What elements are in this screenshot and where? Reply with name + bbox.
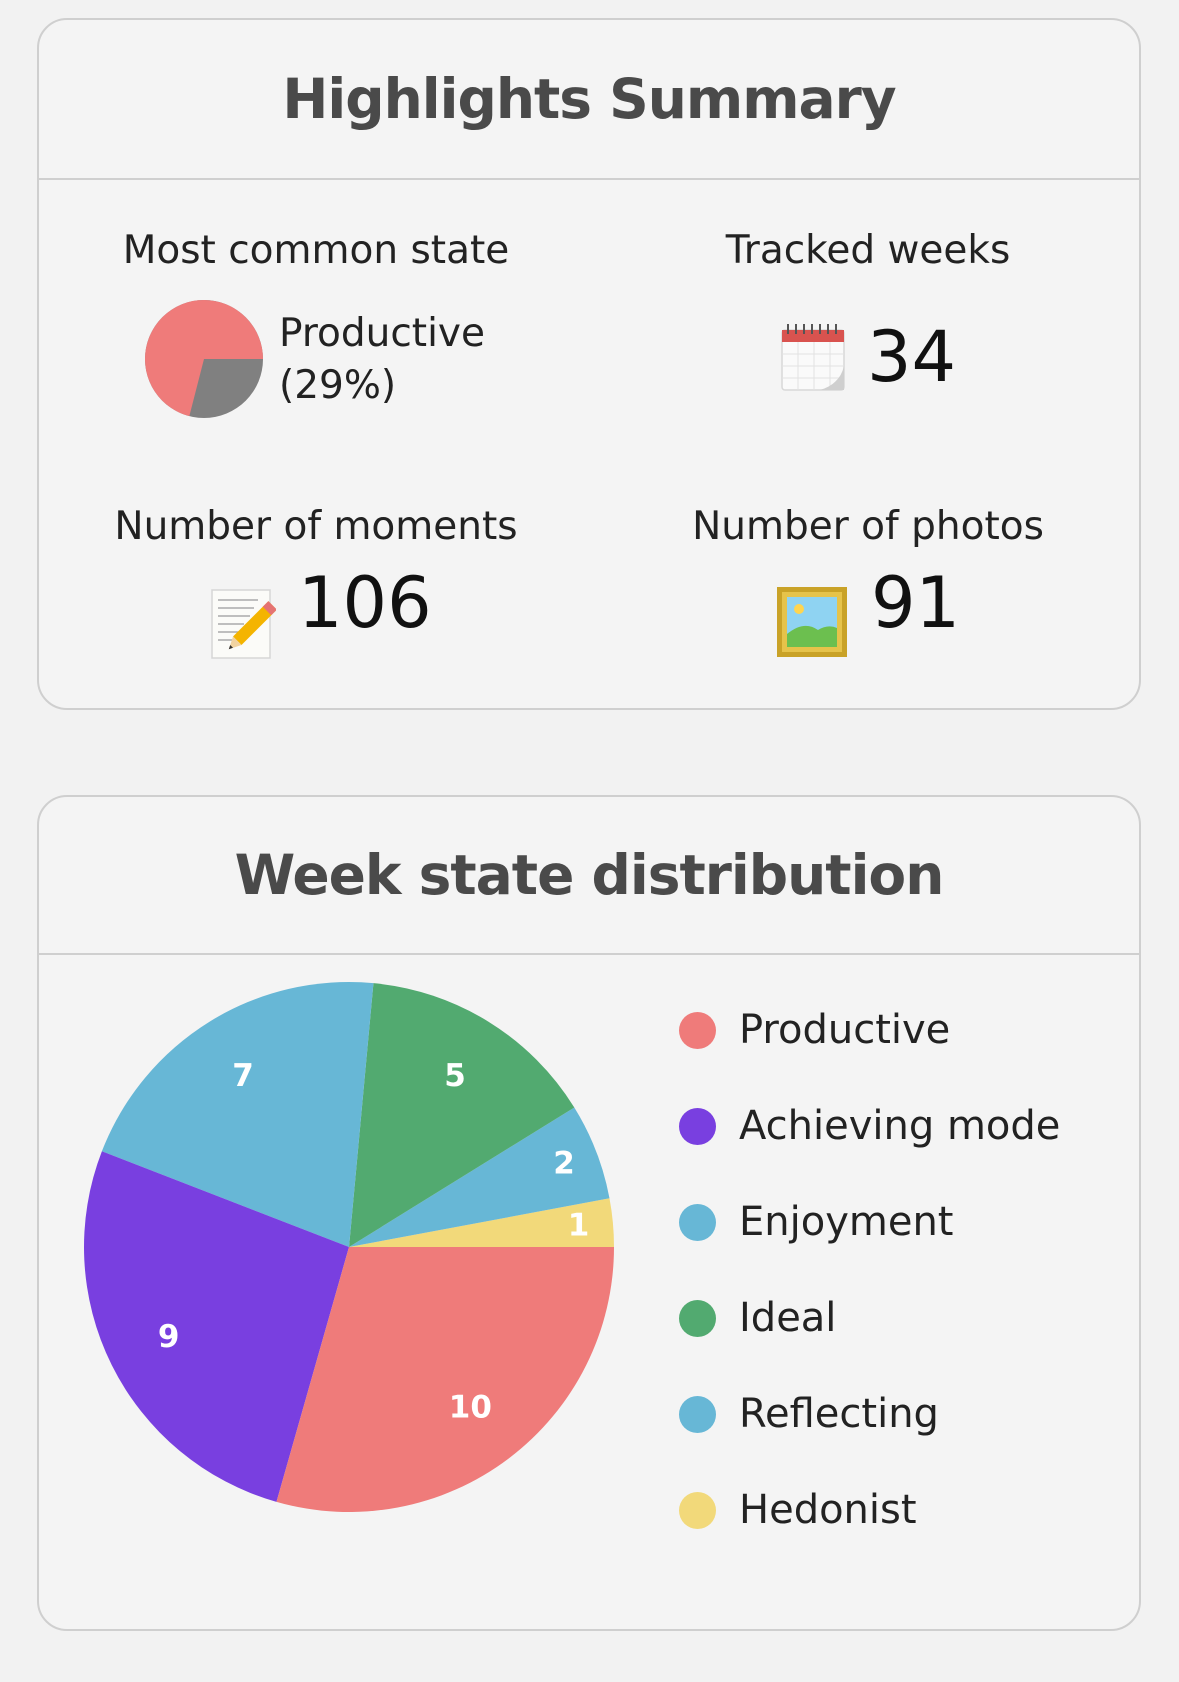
- calendar-icon: [781, 324, 845, 391]
- legend-item-reflecting: Reflecting: [679, 1391, 939, 1437]
- pie-slice-productive: [276, 1247, 614, 1512]
- memo-icon: [211, 589, 276, 659]
- pie-slice-reflecting: [349, 1107, 610, 1247]
- legend-dot: [679, 1011, 716, 1049]
- mini-pie-productive-slice: [145, 300, 263, 417]
- distribution-title: Week state distribution: [234, 843, 945, 907]
- tracked-weeks-value: 34: [867, 316, 957, 398]
- legend-item-ideal: Ideal: [679, 1295, 836, 1341]
- pie-slice-enjoyment: [101, 982, 374, 1247]
- pie-slice-hedonist: [349, 1198, 614, 1247]
- highlights-title: Highlights Summary: [282, 67, 896, 131]
- number-of-moments-label: Number of moments: [114, 504, 518, 549]
- number-of-photos-label: Number of photos: [692, 504, 1044, 549]
- tracked-weeks-label: Tracked weeks: [725, 228, 1011, 273]
- most-common-state-label: Most common state: [122, 228, 510, 273]
- pie-label-achieving-mode: 9: [158, 1319, 180, 1355]
- pie-label-ideal: 5: [444, 1058, 466, 1094]
- pie-label-hedonist: 1: [568, 1208, 590, 1244]
- number-of-photos-value: 91: [871, 562, 961, 644]
- legend-label: Achieving mode: [739, 1103, 1061, 1149]
- legend-label: Productive: [739, 1007, 951, 1053]
- legend-item-productive: Productive: [679, 1007, 950, 1053]
- legend-item-enjoyment: Enjoyment: [679, 1199, 954, 1245]
- pie-slice-ideal: [349, 983, 575, 1247]
- legend-dot: [679, 1299, 716, 1337]
- legend-label: Enjoyment: [739, 1199, 954, 1245]
- legend-dot: [679, 1491, 716, 1529]
- pie-label-productive: 10: [449, 1390, 492, 1426]
- most-common-state-value: Productive(29%): [279, 311, 485, 408]
- week-state-distribution-card: Week state distribution 1 2 5 7 9 10 Producti…: [37, 795, 1141, 1631]
- distribution-header: Week state distribution: [39, 797, 1139, 955]
- number-of-moments-value: 106: [298, 562, 432, 644]
- legend-item-achieving-mode: Achieving mode: [679, 1103, 1060, 1149]
- highlights-header: Highlights Summary: [39, 20, 1139, 180]
- pie-slice-achieving-mode: [83, 1151, 349, 1502]
- legend-dot: [679, 1107, 716, 1145]
- legend-label: Hedonist: [739, 1487, 917, 1533]
- legend-dot: [679, 1395, 716, 1433]
- week-state-pie-chart: 1 2 5 7 9 10: [83, 982, 614, 1512]
- legend-label: Reflecting: [739, 1391, 939, 1437]
- legend-dot: [679, 1203, 716, 1241]
- framed-picture-icon: [777, 587, 847, 657]
- legend-label: Ideal: [739, 1295, 837, 1341]
- legend-item-hedonist: Hedonist: [679, 1487, 917, 1533]
- pie-label-enjoyment: 7: [232, 1058, 254, 1094]
- most-common-state-pie: [145, 300, 263, 418]
- highlights-summary-card: Highlights Summary Most common state Pro…: [37, 18, 1141, 710]
- pie-label-reflecting: 2: [553, 1146, 575, 1182]
